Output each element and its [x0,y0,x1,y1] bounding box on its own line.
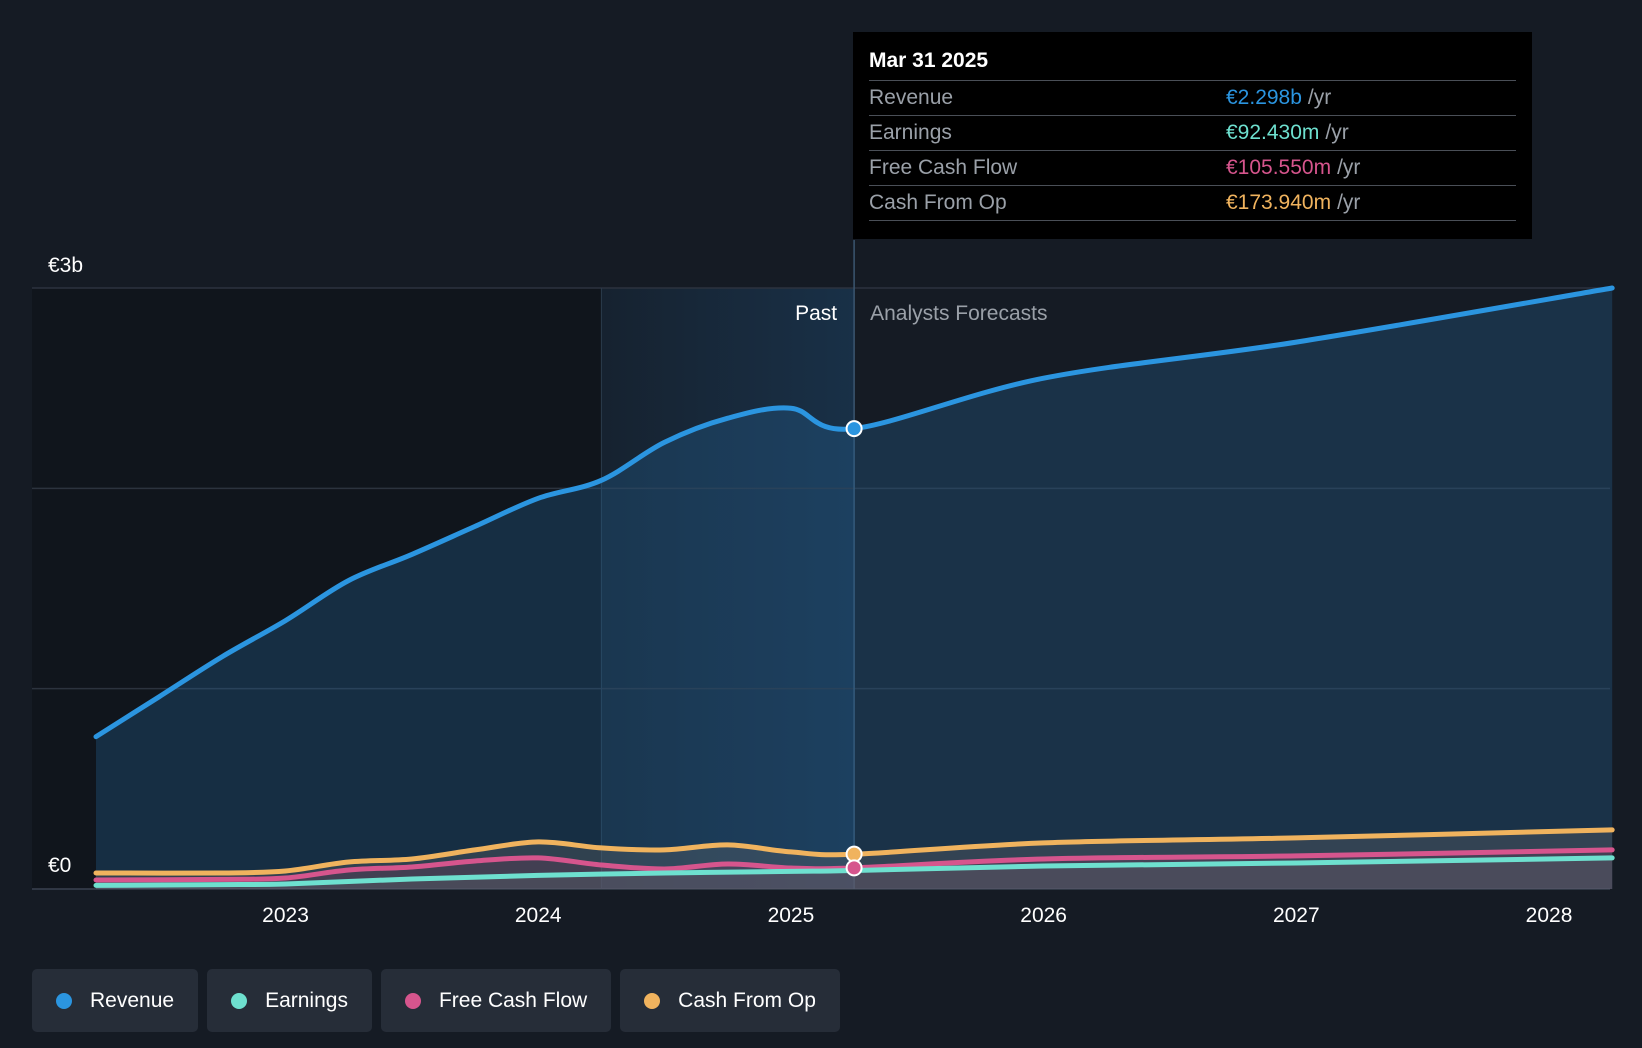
legend-item-fcf[interactable]: Free Cash Flow [380,969,612,1032]
tooltip-row-earnings: Earnings €92.430m /yr [869,115,1516,150]
recent-past-shade [601,288,855,889]
revenue-point-marker [845,420,863,438]
legend-dot-icon [231,992,248,1009]
legend-label: Earnings [265,988,348,1012]
legend-dot-icon [644,992,661,1009]
x-tick-label: 2023 [262,904,309,927]
fcf-line [93,847,1615,883]
tooltip-label: Cash From Op [869,191,1007,214]
x-tick-label: 2028 [1526,904,1573,927]
tooltip-unit: /yr [1337,156,1361,179]
past-label: Past [795,302,837,325]
tooltip-row-revenue: Revenue €2.298b /yr [869,80,1516,115]
x-tick-label: 2026 [1020,904,1067,927]
tooltip-unit: /yr [1307,86,1332,109]
x-tick-label: 2025 [768,904,815,927]
revenue-area [96,288,1613,889]
tooltip-value: €173.940m [1226,191,1332,214]
tooltip-value: €92.430m [1226,121,1320,144]
x-tick-label: 2027 [1273,904,1320,927]
legend-label: Free Cash Flow [438,988,588,1012]
fcf-point-marker [845,859,863,877]
tooltip-label: Revenue [869,86,954,109]
y-axis-top-label: €3b [48,254,83,277]
revenue-line [93,285,1615,740]
tooltip-value: €2.298b [1226,86,1302,109]
tooltip-row-fcf: Free Cash Flow €105.550m /yr [869,150,1516,185]
forecast-label: Analysts Forecasts [870,302,1047,325]
legend-dot-icon [56,992,72,1009]
legend-item-earnings[interactable]: Earnings [207,969,372,1032]
legend-label: Revenue [90,988,175,1012]
tooltip: Mar 31 2025 Revenue €2.298b /yr Earnings… [853,32,1532,239]
tooltip-unit: /yr [1325,121,1349,144]
earnings-line [93,855,1615,888]
tooltip-label: Earnings [869,121,952,144]
legend-item-revenue[interactable]: Revenue [32,969,199,1032]
legend-item-cfo[interactable]: Cash From Op [620,969,840,1032]
x-tick-label: 2024 [515,904,562,927]
past-region-shade [32,288,602,889]
legend-label: Cash From Op [678,988,816,1012]
y-axis-bottom-label: €0 [48,854,71,877]
tooltip-value: €105.550m [1226,156,1332,179]
tooltip-unit: /yr [1337,191,1361,214]
cfo-line [93,827,1615,876]
legend-dot-icon [404,992,421,1009]
legend: Revenue Earnings Free Cash Flow Cash Fro… [32,969,840,1032]
tooltip-date: Mar 31 2025 [869,49,989,72]
tooltip-row-cfo: Cash From Op €173.940m /yr [869,185,1516,221]
tooltip-label: Free Cash Flow [869,156,1018,179]
